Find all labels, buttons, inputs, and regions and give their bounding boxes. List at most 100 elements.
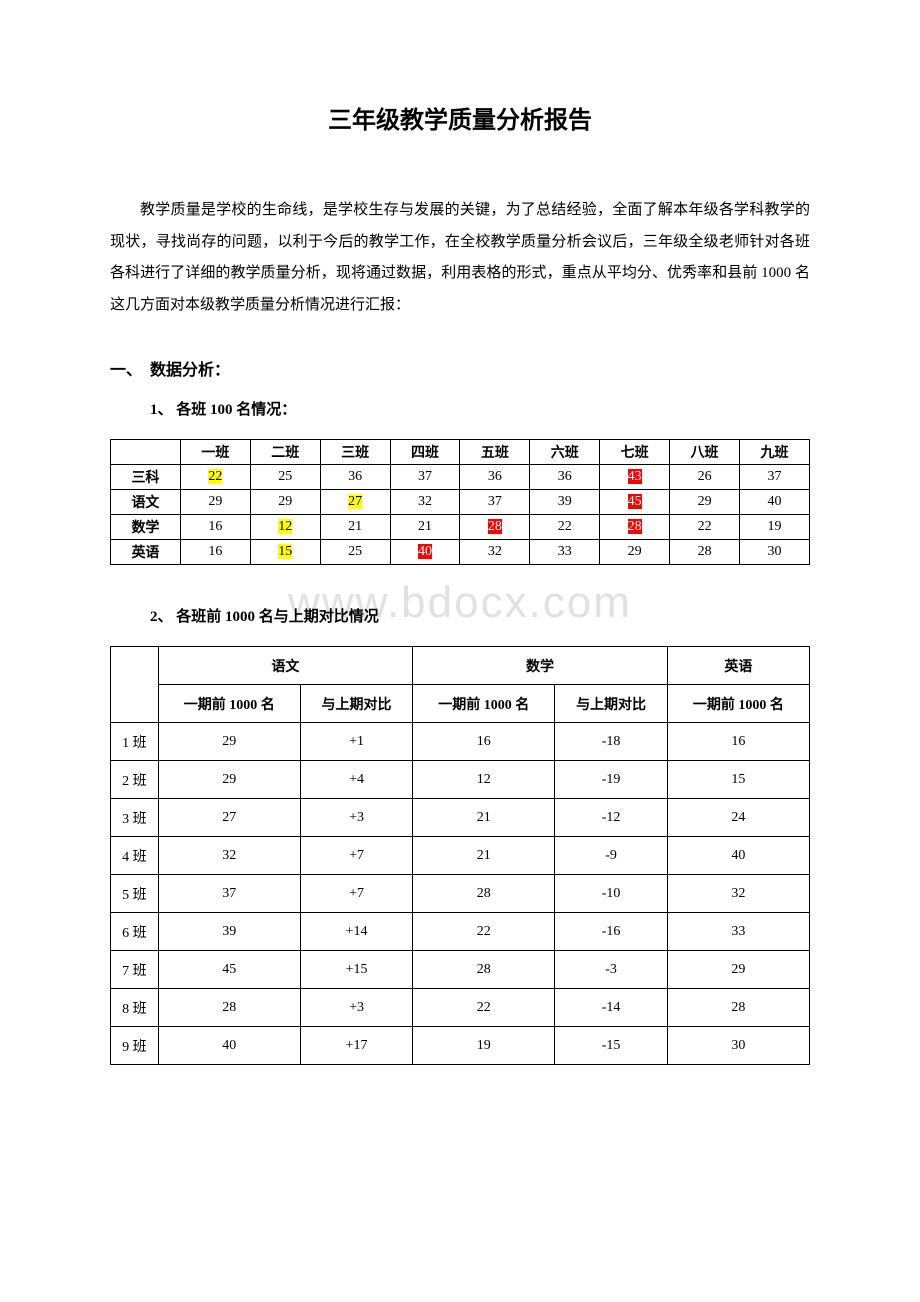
table2-cell: -15 (555, 1027, 667, 1065)
table2-row-label: 4 班 (111, 837, 159, 875)
table1-cell: 37 (740, 465, 810, 490)
table1-cell: 22 (670, 515, 740, 540)
table2-cell: 40 (158, 1027, 300, 1065)
table2-cell: +7 (300, 875, 412, 913)
table1-header: 六班 (530, 440, 600, 465)
table2-cell: +15 (300, 951, 412, 989)
table1-cell: 16 (180, 515, 250, 540)
table2-cell: -19 (555, 761, 667, 799)
table2-cell: -10 (555, 875, 667, 913)
table2-cell: 39 (158, 913, 300, 951)
table2-cell: 21 (413, 799, 555, 837)
table1-cell: 37 (460, 490, 530, 515)
sub-heading-1: 1、 各班 100 名情况： (150, 398, 810, 419)
section-1-heading: 一、 数据分析： (110, 356, 810, 380)
table2-row-label: 2 班 (111, 761, 159, 799)
table2-sub-header: 一期前 1000 名 (667, 685, 809, 723)
table1-cell: 29 (670, 490, 740, 515)
table1-row-label: 数学 (111, 515, 181, 540)
table2-cell: -12 (555, 799, 667, 837)
table2-cell: 24 (667, 799, 809, 837)
table1-header: 五班 (460, 440, 530, 465)
table1-cell: 33 (530, 540, 600, 565)
table1-cell: 39 (530, 490, 600, 515)
table2-cell: -16 (555, 913, 667, 951)
table2-cell: 28 (667, 989, 809, 1027)
table2-cell: 37 (158, 875, 300, 913)
table1-cell: 37 (390, 465, 460, 490)
table-100-rank: 一班二班三班四班五班六班七班八班九班 三科222536373636432637语… (110, 439, 810, 565)
table1-header: 九班 (740, 440, 810, 465)
table2-sub-header: 与上期对比 (555, 685, 667, 723)
table1-cell: 22 (180, 465, 250, 490)
table2-group-header: 语文 (158, 647, 413, 685)
table2-corner (111, 647, 159, 723)
table2-cell: 21 (413, 837, 555, 875)
table1-cell: 28 (600, 515, 670, 540)
table2-group-header: 数学 (413, 647, 668, 685)
table2-sub-header: 一期前 1000 名 (158, 685, 300, 723)
table1-cell: 32 (390, 490, 460, 515)
table1-cell: 15 (250, 540, 320, 565)
table2-cell: +1 (300, 723, 412, 761)
table1-row-label: 三科 (111, 465, 181, 490)
table2-cell: 28 (158, 989, 300, 1027)
table-1000-compare: 语文数学英语 一期前 1000 名与上期对比一期前 1000 名与上期对比一期前… (110, 646, 810, 1065)
table2-row-label: 5 班 (111, 875, 159, 913)
table1-cell: 36 (460, 465, 530, 490)
table2-cell: 32 (667, 875, 809, 913)
table1-cell: 43 (600, 465, 670, 490)
table2-sub-header: 一期前 1000 名 (413, 685, 555, 723)
table1-cell: 30 (740, 540, 810, 565)
table2-cell: +14 (300, 913, 412, 951)
sub-heading-2: 2、 各班前 1000 名与上期对比情况 (150, 605, 810, 626)
table1-cell: 29 (180, 490, 250, 515)
table1-header: 一班 (180, 440, 250, 465)
table2-cell: 32 (158, 837, 300, 875)
table1-cell: 16 (180, 540, 250, 565)
table1-cell: 21 (390, 515, 460, 540)
table1-header: 八班 (670, 440, 740, 465)
table2-cell: 29 (667, 951, 809, 989)
table1-header: 二班 (250, 440, 320, 465)
table1-row-label: 英语 (111, 540, 181, 565)
intro-paragraph: 教学质量是学校的生命线，是学校生存与发展的关键，为了总结经验，全面了解本年级各学… (110, 195, 810, 321)
table2-row-label: 6 班 (111, 913, 159, 951)
table2-cell: 30 (667, 1027, 809, 1065)
table2-cell: 27 (158, 799, 300, 837)
table1-cell: 26 (670, 465, 740, 490)
table2-cell: 29 (158, 723, 300, 761)
table2-cell: 19 (413, 1027, 555, 1065)
table1-cell: 36 (530, 465, 600, 490)
table1-cell: 36 (320, 465, 390, 490)
table2-row-label: 8 班 (111, 989, 159, 1027)
table2-cell: 45 (158, 951, 300, 989)
table2-cell: -14 (555, 989, 667, 1027)
table1-header (111, 440, 181, 465)
table2-cell: -3 (555, 951, 667, 989)
table2-cell: +3 (300, 989, 412, 1027)
table2-cell: 40 (667, 837, 809, 875)
table1-cell: 45 (600, 490, 670, 515)
table2-cell: +4 (300, 761, 412, 799)
table2-cell: +7 (300, 837, 412, 875)
table1-cell: 29 (250, 490, 320, 515)
table2-cell: +3 (300, 799, 412, 837)
table2-cell: 16 (667, 723, 809, 761)
table2-cell: 22 (413, 913, 555, 951)
table1-cell: 40 (390, 540, 460, 565)
table2-cell: 22 (413, 989, 555, 1027)
table1-cell: 12 (250, 515, 320, 540)
table2-cell: 29 (158, 761, 300, 799)
table2-cell: -18 (555, 723, 667, 761)
table2-cell: 28 (413, 875, 555, 913)
table2-cell: 33 (667, 913, 809, 951)
table1-cell: 25 (320, 540, 390, 565)
table2-group-header: 英语 (667, 647, 809, 685)
table2-cell: -9 (555, 837, 667, 875)
table2-sub-header: 与上期对比 (300, 685, 412, 723)
table1-cell: 25 (250, 465, 320, 490)
table2-cell: +17 (300, 1027, 412, 1065)
page-title: 三年级教学质量分析报告 (110, 100, 810, 135)
table2-row-label: 9 班 (111, 1027, 159, 1065)
